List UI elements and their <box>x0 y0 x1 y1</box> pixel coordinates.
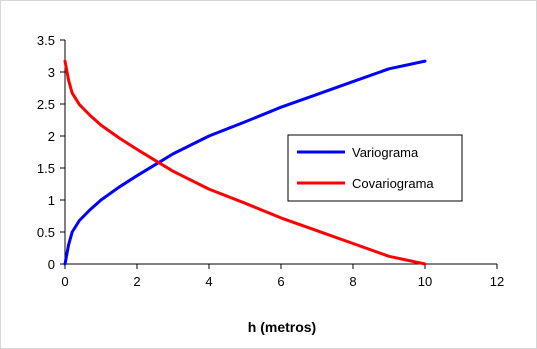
series-line-variograma <box>63 59 427 266</box>
legend: Variograma Covariograma <box>287 134 463 202</box>
y-tick-label: 0.5 <box>37 225 55 240</box>
legend-label-covariograma: Covariograma <box>352 176 434 191</box>
x-tick-label: 0 <box>61 274 68 289</box>
y-tick-label: 2 <box>48 129 55 144</box>
x-tick-label: 10 <box>418 274 432 289</box>
x-axis-title: h (metros) <box>248 319 316 335</box>
legend-label-variograma: Variograma <box>352 145 419 160</box>
y-tick-label: 2.5 <box>37 97 55 112</box>
x-tick-label: 4 <box>205 274 212 289</box>
x-tick-label: 2 <box>133 274 140 289</box>
series-line-covariograma <box>63 59 427 266</box>
x-tick-label: 8 <box>349 274 356 289</box>
series-layer <box>63 59 427 266</box>
y-tick-label: 1.5 <box>37 161 55 176</box>
x-tick-label: 6 <box>277 274 284 289</box>
legend-box <box>287 134 463 202</box>
y-tick-label: 0 <box>48 257 55 272</box>
y-tick-label: 3.5 <box>37 33 55 48</box>
y-tick-label: 3 <box>48 65 55 80</box>
x-tick-label: 12 <box>490 274 504 289</box>
tick-labels: 0 0.5 1 1.5 2 2.5 3 3.5 0 2 4 6 8 10 12 <box>37 33 504 289</box>
y-tick-label: 1 <box>48 193 55 208</box>
